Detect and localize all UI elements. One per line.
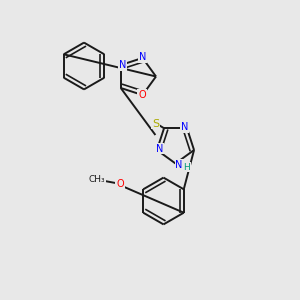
Text: O: O	[116, 179, 124, 189]
Text: N: N	[176, 160, 183, 170]
Text: N: N	[156, 143, 164, 154]
Text: O: O	[138, 90, 146, 100]
Text: S: S	[152, 118, 159, 129]
Text: N: N	[139, 52, 146, 62]
Text: CH₃: CH₃	[89, 176, 106, 184]
Text: H: H	[184, 163, 190, 172]
Text: N: N	[118, 60, 126, 70]
Text: N: N	[181, 122, 188, 132]
